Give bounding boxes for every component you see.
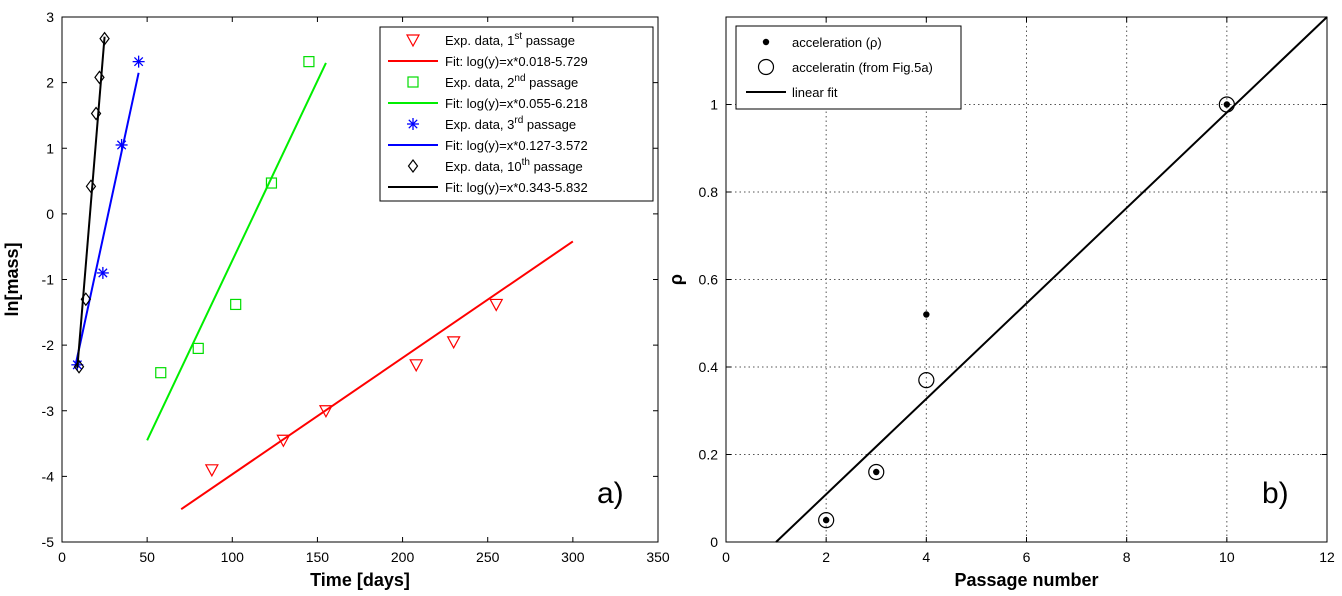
plot-frame (725, 16, 1328, 543)
plot-frame (61, 16, 659, 543)
legend-entry-5: Fit: log(y)=x*0.127-3.572 (388, 138, 588, 153)
data-point-1-0 (818, 512, 835, 529)
data-point-0-2 (923, 311, 930, 318)
fit-line-7 (76, 36, 106, 369)
legend-entry-0: Exp. data, 1st passage (405, 31, 575, 48)
y-tick-label: -3 (42, 403, 55, 419)
x-axis-label: Passage number (954, 570, 1098, 590)
fit-line-1 (180, 240, 574, 511)
fit-line-2 (775, 16, 1328, 543)
data-point-0-0 (204, 464, 219, 478)
y-tick-label: -5 (42, 534, 55, 550)
legend-label: acceleratin (from Fig.5a) (792, 60, 933, 75)
chart-panel-a: 0 50 100 150 200 250 300 350 -5 -4 -3 -2 -1 0 1 2 3 Time … (2, 9, 670, 590)
y-tick-label: -1 (42, 272, 55, 288)
x-axis-label: Time [days] (310, 570, 410, 590)
data-point-2-0 (155, 367, 167, 379)
y-tick-label: 0.6 (699, 272, 719, 288)
legend-entry-0: acceleration (ρ) (762, 35, 882, 50)
chart-panel-b: 0 2 4 6 8 10 12 0 0.2 0.4 0.6 0.8 1 Passage number ρ ac… (666, 16, 1335, 590)
legend-entry-2: linear fit (746, 85, 838, 100)
y-tick-label: -4 (42, 468, 55, 484)
data-point-0-1 (873, 468, 880, 476)
legend-entry-4: Exp. data, 3rd passage (407, 115, 576, 132)
x-tick-label: 350 (646, 549, 670, 565)
data-point-0-0 (822, 516, 830, 524)
legend-box (379, 26, 654, 202)
y-tick-label: 3 (46, 9, 54, 25)
data-point-2-4 (303, 56, 315, 68)
data-point-2-2 (230, 298, 242, 311)
x-tick-label: 8 (1123, 549, 1131, 565)
y-tick-label: 0 (710, 534, 718, 550)
legend-entry-6: Exp. data, 10th passage (407, 157, 583, 174)
x-tick-label: 2 (822, 549, 830, 565)
y-tick-label: -2 (42, 337, 55, 353)
legend-marker-swatch (762, 38, 770, 46)
legend-entry-2: Exp. data, 2nd passage (407, 73, 578, 90)
y-tick-label: 0.8 (699, 184, 719, 200)
y-axis-label: ρ (666, 274, 686, 285)
data-point-0-5 (489, 298, 504, 312)
y-tick-label: 1 (46, 140, 54, 156)
legend-box (735, 25, 962, 110)
fit-line-3 (146, 62, 327, 441)
legend: Exp. data, 1st passage Fit: log(y)=x*0.01… (379, 26, 654, 202)
x-tick-label: 100 (221, 549, 245, 565)
legend-entry-1: Fit: log(y)=x*0.018-5.729 (388, 54, 588, 69)
data-point-0-3 (409, 359, 424, 373)
y-tick-label: 0.4 (699, 359, 719, 375)
data-point-6-0 (73, 359, 85, 374)
y-axis-label: ln[mass] (2, 242, 22, 316)
legend-label: Exp. data, 10th passage (445, 157, 583, 174)
legend-entry-1: acceleratin (from Fig.5a) (757, 58, 933, 76)
panel-label-b: b) (1262, 477, 1289, 510)
data-point-1-1 (868, 463, 885, 481)
legend-entry-3: Fit: log(y)=x*0.055-6.218 (388, 96, 588, 111)
legend-label: acceleration (ρ) (792, 35, 882, 50)
x-tick-label: 10 (1219, 549, 1235, 565)
legend-marker-swatch (757, 58, 775, 76)
legend-label: Fit: log(y)=x*0.127-3.572 (445, 138, 588, 153)
data-point-6-4 (94, 70, 105, 85)
legend-label: Exp. data, 2nd passage (445, 73, 578, 90)
legend-marker-swatch (407, 76, 419, 88)
x-tick-label: 6 (1023, 549, 1031, 565)
legend-label: linear fit (792, 85, 838, 100)
legend-marker-swatch (405, 34, 421, 48)
x-tick-label: 300 (561, 549, 585, 565)
legend-marker-swatch (407, 159, 419, 173)
data-point-2-1 (192, 342, 204, 355)
data-point-0-4 (446, 336, 461, 350)
legend-label: Fit: log(y)=x*0.343-5.832 (445, 180, 588, 195)
legend-label: Fit: log(y)=x*0.055-6.218 (445, 96, 588, 111)
legend-label: Exp. data, 1st passage (445, 31, 575, 48)
y-tick-label: 0.2 (699, 447, 719, 463)
x-tick-label: 200 (391, 549, 415, 565)
legend: acceleration (ρ) acceleratin (from Fig.5a… (735, 25, 962, 110)
y-tick-label: 1 (710, 97, 718, 113)
panel-label-a: a) (597, 477, 624, 510)
x-tick-label: 150 (306, 549, 330, 565)
data-point-1-2 (918, 372, 935, 389)
legend-entry-7: Fit: log(y)=x*0.343-5.832 (388, 180, 588, 195)
y-tick-label: 0 (46, 206, 54, 222)
legend-label: Exp. data, 3rd passage (445, 115, 576, 132)
legend-label: Fit: log(y)=x*0.018-5.729 (445, 54, 588, 69)
x-tick-label: 0 (722, 549, 730, 565)
x-tick-label: 50 (139, 549, 155, 565)
x-tick-label: 0 (58, 549, 66, 565)
data-point-4-1 (96, 266, 109, 279)
data-point-0-3 (1223, 101, 1231, 108)
x-tick-label: 4 (922, 549, 930, 565)
y-tick-label: 2 (46, 75, 54, 91)
x-tick-label: 12 (1319, 549, 1335, 565)
x-tick-label: 250 (476, 549, 500, 565)
legend-marker-swatch (407, 118, 419, 130)
fit-line-5 (74, 72, 140, 366)
data-point-4-3 (132, 55, 145, 68)
